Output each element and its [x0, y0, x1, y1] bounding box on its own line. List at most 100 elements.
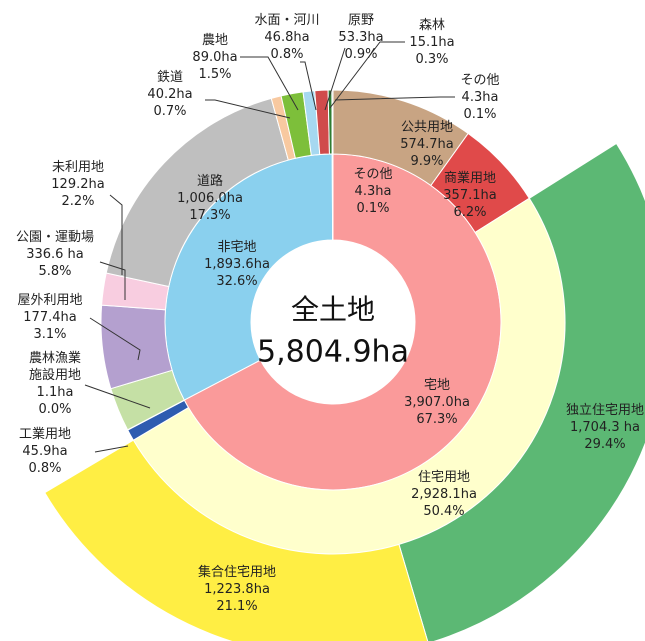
label-share: 0.8% [270, 47, 304, 62]
label-name: 宅地 [423, 378, 451, 393]
segment-label: 集合住宅用地 1,223.8ha 21.1% [198, 564, 276, 615]
segment-label: 未利用地 129.2ha 2.2% [51, 159, 104, 210]
label-value: 1,006.0ha [177, 191, 243, 206]
label-name: 商業用地 [443, 171, 497, 186]
segment-label: その他 4.3ha 0.1% [460, 72, 499, 123]
label-share: 2.2% [61, 194, 95, 209]
arcs [44, 89, 645, 641]
leader-line [109, 194, 123, 275]
segment-label: 水面・河川 46.8ha 0.8% [254, 12, 319, 63]
label-name: 未利用地 [51, 160, 105, 175]
ring-segment [398, 142, 645, 641]
label-share: 3.1% [33, 327, 67, 342]
leader-line [334, 96, 455, 101]
label-share: 29.4% [584, 437, 626, 452]
label-value: 3,907.0ha [404, 395, 470, 410]
label-share: 32.6% [216, 274, 258, 289]
leader-line [300, 61, 317, 111]
label-share: 5.8% [38, 264, 72, 279]
label-share: 17.3% [189, 208, 231, 223]
label-value: 53.3ha [338, 30, 384, 45]
center-total: 5,804.9ha [257, 334, 409, 370]
label-name: その他 [353, 167, 393, 182]
center-title: 全土地 [290, 293, 376, 326]
segment-label: 森林 15.1ha 0.3% [409, 17, 454, 68]
label-share: 67.3% [416, 412, 458, 427]
label-share: 0.1% [356, 201, 390, 216]
ring-segment [331, 153, 334, 241]
label-name: 道路 [196, 174, 224, 189]
label-share: 0.1% [463, 107, 497, 122]
leader-line [324, 47, 346, 111]
label-value: 574.7ha [400, 137, 454, 152]
label-value: 1,893.6ha [204, 257, 270, 272]
label-share: 9.9% [410, 154, 444, 169]
leader-line [99, 261, 126, 300]
label-name: 公共用地 [400, 120, 454, 135]
label-value: 1,223.8ha [204, 582, 270, 597]
label-name: 水面・河川 [254, 13, 320, 28]
label-share: 50.4% [423, 504, 465, 519]
segment-label: 屋外利用地 177.4ha 3.1% [17, 292, 82, 343]
label-value: 2,928.1ha [411, 487, 477, 502]
label-value: 357.1ha [443, 188, 497, 203]
segment-label: 公共用地 574.7ha 9.9% [400, 119, 453, 170]
label-value: 89.0ha [192, 50, 238, 65]
label-name: 農林漁業施設用地 [28, 351, 81, 383]
segment-label: 道路 1,006.0ha 17.3% [177, 173, 243, 224]
segment-label: 工業用地 45.9ha 0.8% [19, 426, 71, 477]
label-value: 4.3ha [461, 90, 499, 105]
label-value: 129.2ha [51, 177, 105, 192]
segment-label: 鉄道 40.2ha 0.7% [147, 69, 192, 120]
label-name: 独立住宅用地 [565, 403, 645, 418]
center-hole [251, 240, 415, 404]
segment-label: 住宅用地 2,928.1ha 50.4% [411, 469, 477, 520]
segment-label: 公園・運動場 336.6 ha 5.8% [16, 229, 94, 280]
label-value: 15.1ha [409, 35, 455, 50]
label-name: 工業用地 [18, 427, 72, 442]
label-name: 公園・運動場 [15, 230, 95, 245]
segment-label: 農地 89.0ha 1.5% [192, 32, 237, 83]
leader-line [94, 445, 129, 453]
label-share: 0.7% [153, 104, 187, 119]
segment-label: 非宅地 1,893.6ha 32.6% [204, 239, 270, 290]
leader-lines [84, 41, 455, 453]
label-name: 原野 [347, 13, 374, 28]
label-share: 6.2% [453, 205, 487, 220]
label-value: 1.1ha [36, 385, 74, 400]
label-value: 46.8ha [264, 30, 310, 45]
leader-line [329, 41, 405, 109]
ring-segment [331, 89, 334, 155]
leader-line [89, 317, 141, 361]
label-name: その他 [460, 73, 500, 88]
label-share: 1.5% [198, 67, 232, 82]
label-share: 0.9% [344, 47, 378, 62]
label-name: 農地 [201, 33, 228, 48]
segment-label: 原野 53.3ha 0.9% [338, 12, 383, 63]
label-name: 森林 [418, 18, 445, 33]
segment-label: 宅地 3,907.0ha 67.3% [404, 377, 470, 428]
label-share: 0.0% [38, 402, 72, 417]
ring-segment [44, 439, 429, 641]
label-value: 4.3ha [354, 184, 392, 199]
segment-label: 独立住宅用地 1,704.3 ha 29.4% [566, 402, 644, 453]
segment-label: その他 4.3ha 0.1% [353, 166, 392, 217]
label-value: 40.2ha [147, 87, 193, 102]
label-value: 336.6 ha [26, 247, 84, 262]
leader-line [84, 384, 151, 409]
leader-line [240, 56, 299, 111]
label-value: 45.9ha [22, 444, 68, 459]
segment-label: 商業用地 357.1ha 6.2% [443, 170, 496, 221]
segment-label: 農林漁業施設用地 1.1ha 0.0% [28, 350, 83, 418]
label-name: 屋外利用地 [17, 293, 83, 308]
label-name: 住宅用地 [417, 470, 471, 485]
label-name: 非宅地 [217, 240, 257, 255]
label-name: 集合住宅用地 [197, 565, 277, 580]
label-value: 177.4ha [23, 310, 77, 325]
label-share: 21.1% [216, 599, 258, 614]
leader-line [205, 99, 291, 119]
label-name: 鉄道 [156, 70, 183, 85]
label-share: 0.8% [28, 461, 62, 476]
